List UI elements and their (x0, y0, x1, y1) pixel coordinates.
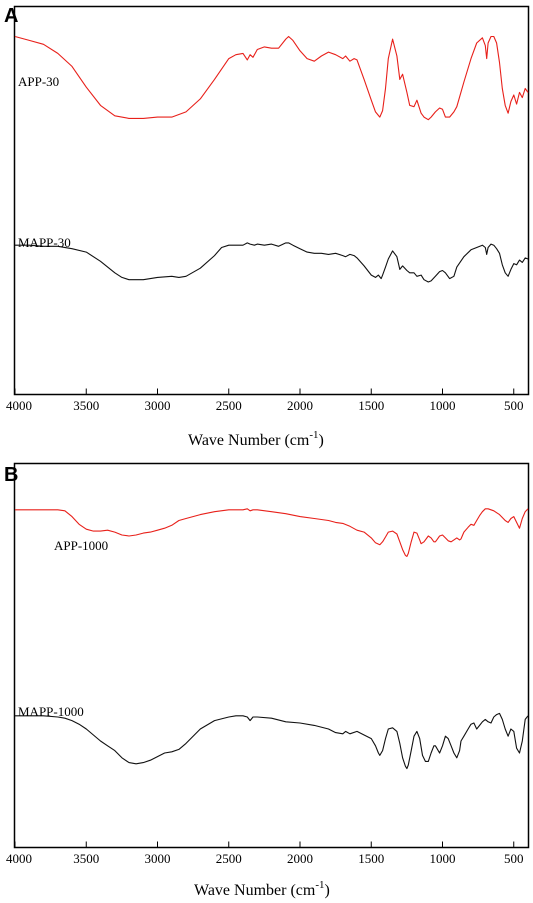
panel-b-traces (15, 508, 529, 770)
series-label-mapp-1000: MAPP-1000 (18, 704, 84, 719)
x-tick-label: 3500 (73, 851, 99, 866)
series-label-app-1000: APP-1000 (54, 538, 108, 553)
x-tick-label: 2000 (287, 851, 313, 866)
series-label-mapp-30: MAPP-30 (18, 235, 71, 250)
panel-a: A 4000 3500 3000 2500 2000 1500 1000 500 APP-30… (4, 5, 530, 449)
x-tick-label: 3000 (145, 398, 171, 413)
x-tick-label: 2500 (216, 851, 242, 866)
x-tick-label: 1000 (430, 851, 456, 866)
panel-a-x-axis-label: Wave Number (cm-1) (188, 429, 324, 449)
series-line-app-1000 (15, 508, 529, 557)
panel-a-traces (14, 35, 529, 283)
series-line-mapp-1000 (15, 712, 529, 770)
panel-b-frame (13, 462, 530, 849)
x-tick-label: 500 (504, 851, 524, 866)
series-line-mapp-30 (15, 242, 529, 283)
x-tick-label: 4000 (6, 398, 32, 413)
panel-a-letter: A (4, 5, 18, 27)
panel-a-frame (13, 5, 530, 396)
x-tick-label: 2500 (216, 398, 242, 413)
series-line-app-30 (14, 35, 529, 121)
series-label-app-30: APP-30 (18, 74, 59, 89)
panel-b-x-axis-label: Wave Number (cm-1) (194, 879, 330, 899)
panel-b: B 4000 3500 3000 2500 2000 1500 1000 500 APP-10… (4, 462, 530, 899)
x-tick-label: 4000 (6, 851, 32, 866)
x-tick-label: 1000 (430, 398, 456, 413)
x-tick-label: 3500 (73, 398, 99, 413)
panel-a-x-axis: 4000 3500 3000 2500 2000 1500 1000 500 (6, 388, 524, 413)
x-tick-label: 2000 (287, 398, 313, 413)
panel-b-x-axis: 4000 3500 3000 2500 2000 1500 1000 500 (6, 841, 524, 866)
x-tick-label: 1500 (358, 851, 384, 866)
x-tick-label: 1500 (358, 398, 384, 413)
panel-b-letter: B (4, 464, 18, 486)
x-tick-label: 3000 (145, 851, 171, 866)
x-tick-label: 500 (504, 398, 524, 413)
